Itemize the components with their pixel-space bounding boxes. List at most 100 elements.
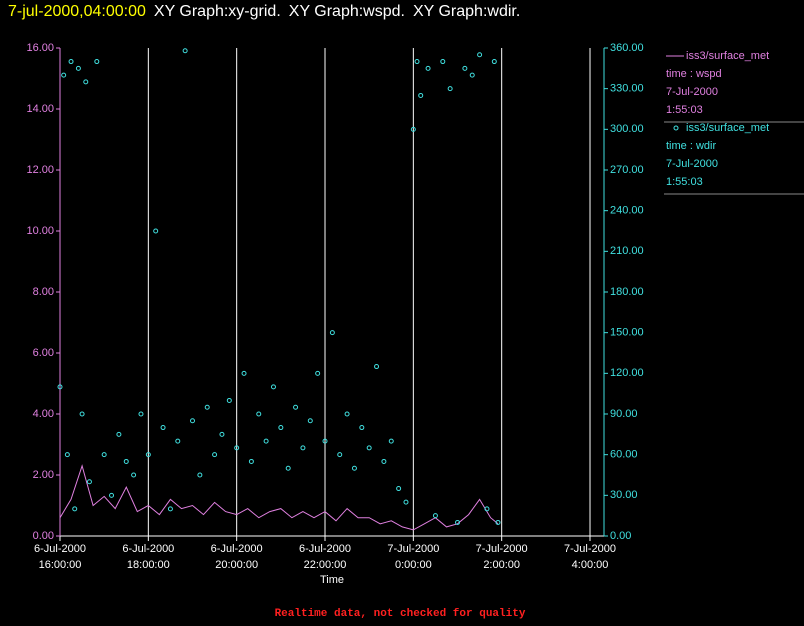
x-tick-label: 2:00:00 bbox=[483, 559, 520, 571]
wdir-point bbox=[495, 519, 501, 525]
wdir-point bbox=[138, 411, 144, 417]
y2-tick-label: 0.00 bbox=[610, 530, 631, 542]
wdir-point bbox=[396, 486, 402, 492]
y-tick-label: 0.00 bbox=[33, 530, 54, 542]
wdir-point bbox=[234, 445, 240, 451]
x-tick-label: 7-Jul-2000 bbox=[476, 543, 528, 555]
wdir-point bbox=[337, 452, 343, 458]
wdir-point bbox=[484, 506, 490, 512]
wdir-point bbox=[116, 431, 122, 437]
y-tick-label: 12.00 bbox=[26, 164, 54, 176]
y-tick-label: 14.00 bbox=[26, 103, 54, 115]
wdir-point bbox=[263, 438, 269, 444]
y2-tick-label: 180.00 bbox=[610, 286, 644, 298]
x-tick-label: 6-Jul-2000 bbox=[34, 543, 86, 555]
wdir-point bbox=[182, 48, 188, 54]
wdir-point bbox=[418, 92, 424, 98]
wdir-point bbox=[414, 59, 420, 65]
wdir-point bbox=[388, 438, 394, 444]
wdir-point bbox=[285, 465, 291, 471]
wdir-point bbox=[293, 404, 299, 410]
legend-name: iss3/surface_met bbox=[686, 50, 769, 62]
wdir-point bbox=[153, 228, 159, 234]
x-tick-label: 16:00:00 bbox=[39, 559, 82, 571]
wdir-point bbox=[160, 425, 166, 431]
wdir-point bbox=[403, 499, 409, 505]
legend-detail: 7-Jul-2000 bbox=[666, 86, 718, 98]
legend-detail: 1:55:03 bbox=[666, 176, 703, 188]
wdir-point bbox=[278, 425, 284, 431]
x-tick-label: 22:00:00 bbox=[304, 559, 347, 571]
wdir-point bbox=[226, 397, 232, 403]
y2-tick-label: 210.00 bbox=[610, 245, 644, 257]
wdir-point bbox=[366, 445, 372, 451]
wdir-point bbox=[425, 65, 431, 71]
legend-detail: time : wspd bbox=[666, 68, 722, 80]
x-tick-label: 20:00:00 bbox=[215, 559, 258, 571]
wdir-point bbox=[477, 52, 483, 58]
footer-note: Realtime data, not checked for quality bbox=[275, 608, 526, 620]
wdir-point bbox=[123, 458, 129, 464]
x-tick-label: 7-Jul-2000 bbox=[387, 543, 439, 555]
y2-tick-label: 360.00 bbox=[610, 42, 644, 54]
legend-swatch bbox=[673, 125, 679, 131]
wdir-point bbox=[256, 411, 262, 417]
wdir-point bbox=[462, 65, 468, 71]
x-tick-label: 6-Jul-2000 bbox=[299, 543, 351, 555]
wdir-point bbox=[75, 65, 81, 71]
title-part: XY Graph:xy-grid. bbox=[154, 3, 281, 20]
wspd-line bbox=[59, 464, 499, 531]
y-tick-label: 10.00 bbox=[26, 225, 54, 237]
wdir-point bbox=[469, 72, 475, 78]
wdir-point bbox=[83, 79, 89, 85]
y2-tick-label: 240.00 bbox=[610, 205, 644, 217]
wdir-point bbox=[212, 452, 218, 458]
wdir-point bbox=[197, 472, 203, 478]
chart-title: 7-jul-2000,04:00:00 XY Graph:xy-grid. XY G… bbox=[8, 3, 520, 20]
legend-detail: 1:55:03 bbox=[666, 104, 703, 116]
wdir-point bbox=[329, 330, 335, 336]
wdir-point bbox=[344, 411, 350, 417]
wdir-point bbox=[94, 59, 100, 65]
wdir-point bbox=[68, 59, 74, 65]
y-tick-label: 16.00 bbox=[26, 42, 54, 54]
y2-tick-label: 90.00 bbox=[610, 408, 638, 420]
wdir-point bbox=[86, 479, 92, 485]
legend-name: iss3/surface_met bbox=[686, 122, 769, 134]
y-tick-label: 2.00 bbox=[33, 469, 54, 481]
wdir-point bbox=[64, 452, 70, 458]
x-tick-label: 6-Jul-2000 bbox=[122, 543, 174, 555]
wdir-point bbox=[131, 472, 137, 478]
y2-tick-label: 330.00 bbox=[610, 83, 644, 95]
legend-detail: 7-Jul-2000 bbox=[666, 158, 718, 170]
wdir-point bbox=[241, 370, 247, 376]
wdir-point bbox=[204, 404, 210, 410]
wdir-point bbox=[57, 384, 63, 390]
y2-tick-label: 150.00 bbox=[610, 327, 644, 339]
x-tick-label: 0:00:00 bbox=[395, 559, 432, 571]
title-part: XY Graph:wdir. bbox=[413, 3, 520, 20]
wdir-point bbox=[381, 458, 387, 464]
wdir-point bbox=[374, 364, 380, 370]
wdir-point bbox=[351, 465, 357, 471]
y2-tick-label: 120.00 bbox=[610, 367, 644, 379]
x-tick-label: 18:00:00 bbox=[127, 559, 170, 571]
wdir-point bbox=[315, 370, 321, 376]
title-time: 7-jul-2000,04:00:00 bbox=[8, 3, 146, 20]
y-tick-label: 6.00 bbox=[33, 347, 54, 359]
x-tick-label: 7-Jul-2000 bbox=[564, 543, 616, 555]
wdir-point bbox=[440, 59, 446, 65]
legend-detail: time : wdir bbox=[666, 140, 716, 152]
wdir-point bbox=[359, 425, 365, 431]
wdir-point bbox=[175, 438, 181, 444]
wdir-point bbox=[190, 418, 196, 424]
y-tick-label: 4.00 bbox=[33, 408, 54, 420]
wdir-point bbox=[491, 59, 497, 65]
wdir-point bbox=[72, 506, 78, 512]
wdir-point bbox=[248, 458, 254, 464]
wdir-point bbox=[322, 438, 328, 444]
x-axis-label: Time bbox=[320, 574, 344, 586]
y2-tick-label: 60.00 bbox=[610, 449, 638, 461]
